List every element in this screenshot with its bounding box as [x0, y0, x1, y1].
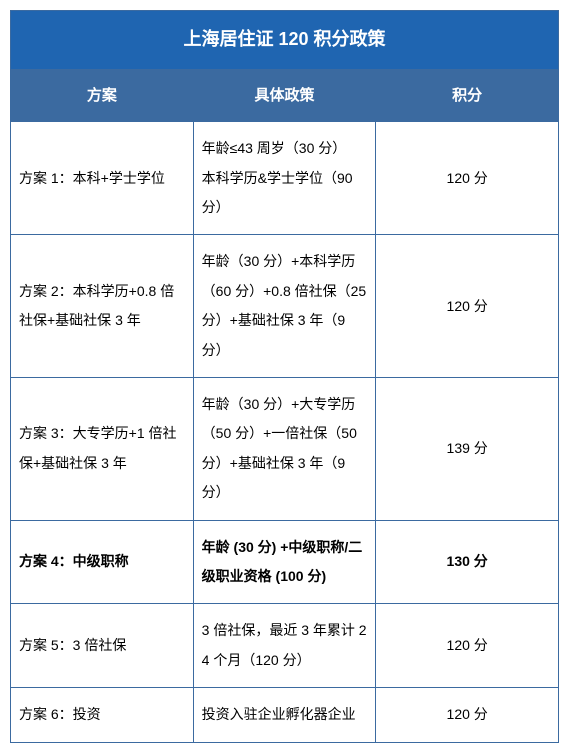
cell-detail: 投资入驻企业孵化器企业 — [193, 688, 376, 742]
table-row: 方案 3：大专学历+1 倍社保+基础社保 3 年年龄（30 分）+大专学历（50… — [11, 378, 559, 521]
cell-detail: 3 倍社保，最近 3 年累计 24 个月（120 分） — [193, 604, 376, 688]
cell-detail: 年龄 (30 分) +中级职称/二级职业资格 (100 分) — [193, 520, 376, 604]
table-row: 方案 6：投资投资入驻企业孵化器企业120 分 — [11, 688, 559, 742]
cell-plan: 方案 4：中级职称 — [11, 520, 194, 604]
cell-points: 120 分 — [376, 122, 559, 235]
cell-plan: 方案 5：3 倍社保 — [11, 604, 194, 688]
title-row: 上海居住证 120 积分政策 — [11, 11, 559, 70]
cell-points: 139 分 — [376, 378, 559, 521]
cell-points: 120 分 — [376, 688, 559, 742]
cell-plan: 方案 6：投资 — [11, 688, 194, 742]
cell-points: 120 分 — [376, 235, 559, 378]
cell-points: 120 分 — [376, 604, 559, 688]
table-row: 方案 1：本科+学士学位年龄≤43 周岁（30 分） 本科学历&学士学位（90 … — [11, 122, 559, 235]
cell-detail: 年龄（30 分）+大专学历（50 分）+一倍社保（50 分）+基础社保 3 年（… — [193, 378, 376, 521]
table-row: 方案 5：3 倍社保3 倍社保，最近 3 年累计 24 个月（120 分）120… — [11, 604, 559, 688]
table-row: 方案 4：中级职称年龄 (30 分) +中级职称/二级职业资格 (100 分)1… — [11, 520, 559, 604]
cell-points: 130 分 — [376, 520, 559, 604]
cell-plan: 方案 2：本科学历+0.8 倍社保+基础社保 3 年 — [11, 235, 194, 378]
policy-table: 上海居住证 120 积分政策 方案 具体政策 积分 方案 1：本科+学士学位年龄… — [10, 10, 559, 743]
cell-detail: 年龄≤43 周岁（30 分） 本科学历&学士学位（90 分） — [193, 122, 376, 235]
col-header-points: 积分 — [376, 69, 559, 122]
cell-plan: 方案 1：本科+学士学位 — [11, 122, 194, 235]
cell-detail: 年龄（30 分）+本科学历（60 分）+0.8 倍社保（25 分）+基础社保 3… — [193, 235, 376, 378]
cell-plan: 方案 3：大专学历+1 倍社保+基础社保 3 年 — [11, 378, 194, 521]
col-header-detail: 具体政策 — [193, 69, 376, 122]
table-title: 上海居住证 120 积分政策 — [11, 11, 559, 70]
header-row: 方案 具体政策 积分 — [11, 69, 559, 122]
table-row: 方案 2：本科学历+0.8 倍社保+基础社保 3 年年龄（30 分）+本科学历（… — [11, 235, 559, 378]
col-header-plan: 方案 — [11, 69, 194, 122]
